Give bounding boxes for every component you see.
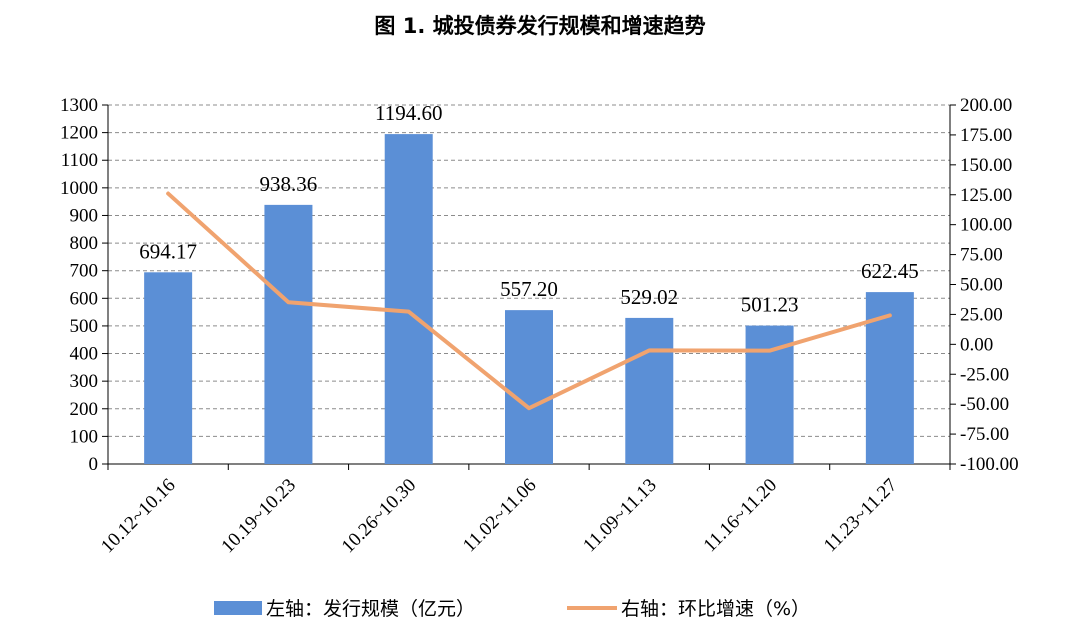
x-tick-label: 11.23~11.27 <box>820 475 902 557</box>
bar <box>264 204 313 464</box>
bar-value-label: 1194.60 <box>375 101 442 125</box>
x-tick-label: 11.16~11.20 <box>700 475 782 557</box>
left-tick-label: 100 <box>70 426 99 447</box>
left-tick-label: 500 <box>70 316 99 337</box>
right-tick-label: 150.00 <box>960 155 1012 176</box>
x-tick-label: 11.09~11.13 <box>579 475 661 557</box>
chart-title: 图 1. 城投债券发行规模和增速趋势 <box>374 14 706 38</box>
right-tick-label: 200.00 <box>960 95 1012 116</box>
x-tick-label: 10.12~10.16 <box>97 475 180 558</box>
left-tick-label: 900 <box>70 205 99 226</box>
growth-point <box>167 193 169 195</box>
data-labels: 694.17 938.36 1194.60 557.20 529.02 501.23 622… <box>139 101 918 316</box>
left-tick-label: 200 <box>70 399 99 420</box>
legend-label-bar: 左轴：发行规模（亿元） <box>266 598 475 620</box>
growth-point <box>769 350 771 352</box>
bar <box>625 317 674 464</box>
left-tick-label: 400 <box>70 344 99 365</box>
bar-value-label: 501.23 <box>741 293 799 317</box>
bar <box>505 310 553 464</box>
growth-point <box>889 314 891 316</box>
right-tick-label: 0.00 <box>960 334 993 355</box>
bar-value-label: 938.36 <box>260 172 318 196</box>
left-tick-label: 700 <box>70 261 99 282</box>
growth-point <box>287 301 289 303</box>
bar <box>384 134 433 464</box>
left-tick-label: 1100 <box>61 150 98 171</box>
right-tick-label: -100.00 <box>960 454 1019 475</box>
x-tick-label: 10.19~10.23 <box>217 475 300 558</box>
left-tick-label: 300 <box>70 371 99 392</box>
growth-point <box>528 407 530 409</box>
right-tick-label: 75.00 <box>960 245 1003 266</box>
left-tick-label: 800 <box>70 233 99 254</box>
right-tick-label: -25.00 <box>960 364 1009 385</box>
right-tick-label: 175.00 <box>960 125 1012 146</box>
bar <box>144 272 193 464</box>
bar <box>865 292 914 464</box>
right-tick-label: 125.00 <box>960 185 1012 206</box>
right-tick-label: 100.00 <box>960 215 1012 236</box>
bar-value-label: 557.20 <box>500 277 558 301</box>
line-series <box>166 191 892 411</box>
bar-series <box>144 134 914 464</box>
right-tick-label: 50.00 <box>960 275 1003 296</box>
x-tick-label: 11.02~11.06 <box>459 475 541 557</box>
left-tick-label: 600 <box>70 288 99 309</box>
growth-point <box>648 349 650 351</box>
left-tick-label: 0 <box>89 454 99 475</box>
left-tick-label: 1000 <box>60 178 98 199</box>
bar-value-label: 529.02 <box>620 285 678 309</box>
growth-point <box>408 311 410 313</box>
legend: 左轴：发行规模（亿元） 右轴：环比增速（%） <box>214 598 810 620</box>
legend-label-line: 右轴：环比增速（%） <box>621 598 810 620</box>
left-tick-label: 1200 <box>60 123 98 144</box>
x-tick-label: 10.26~10.30 <box>338 475 421 558</box>
left-tick-label: 1300 <box>60 95 98 116</box>
bar-value-label: 622.45 <box>861 259 919 283</box>
bar-value-label: 694.17 <box>139 239 197 263</box>
legend-swatch-bar <box>214 601 262 615</box>
right-tick-label: -50.00 <box>960 394 1009 415</box>
right-tick-label: 25.00 <box>960 304 1003 325</box>
right-tick-label: -75.00 <box>960 424 1009 445</box>
